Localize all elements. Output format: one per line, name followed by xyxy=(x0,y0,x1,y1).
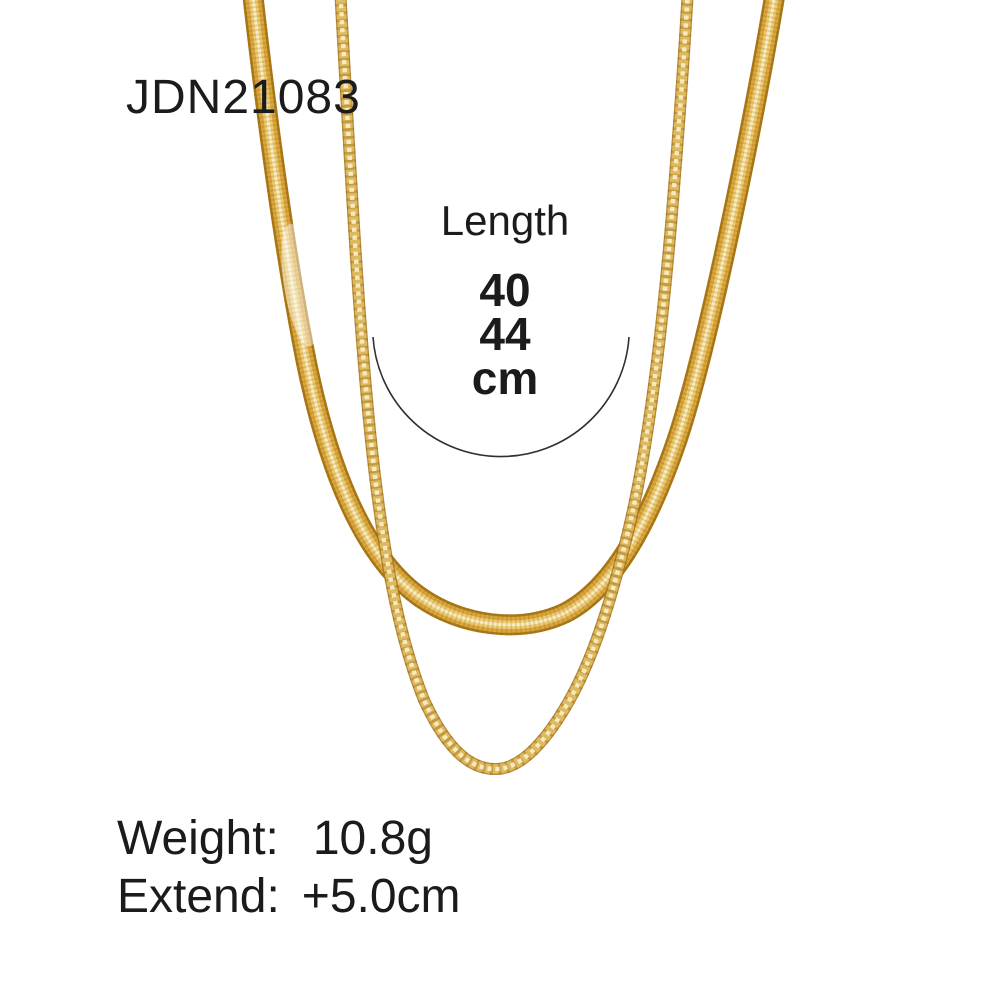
product-code: JDN21083 xyxy=(126,71,361,124)
weight-value: 10.8g xyxy=(312,812,433,865)
glare-highlight xyxy=(281,223,319,347)
extend-value: +5.0cm xyxy=(301,870,461,923)
length-annotation: Length 40 44 cm xyxy=(440,197,570,404)
extend-row: Extend: +5.0cm xyxy=(117,868,461,926)
rope-chain-glints xyxy=(338,0,690,772)
spec-list: Weight: 10.8g Extend: +5.0cm xyxy=(117,810,461,926)
rope-chain xyxy=(334,0,694,775)
herringbone-chain-specular xyxy=(251,0,776,627)
length-unit: cm xyxy=(471,352,539,404)
length-title: Length xyxy=(440,197,570,244)
herringbone-chain xyxy=(242,0,785,636)
length-values: 40 44 cm xyxy=(441,264,569,404)
length-measure-arc xyxy=(372,336,630,458)
weight-label: Weight: xyxy=(117,812,279,865)
weight-row: Weight: 10.8g xyxy=(117,810,461,868)
length-value-first: 40 xyxy=(479,264,531,316)
length-value-second: 44 xyxy=(479,308,531,360)
extend-label: Extend: xyxy=(117,870,280,923)
